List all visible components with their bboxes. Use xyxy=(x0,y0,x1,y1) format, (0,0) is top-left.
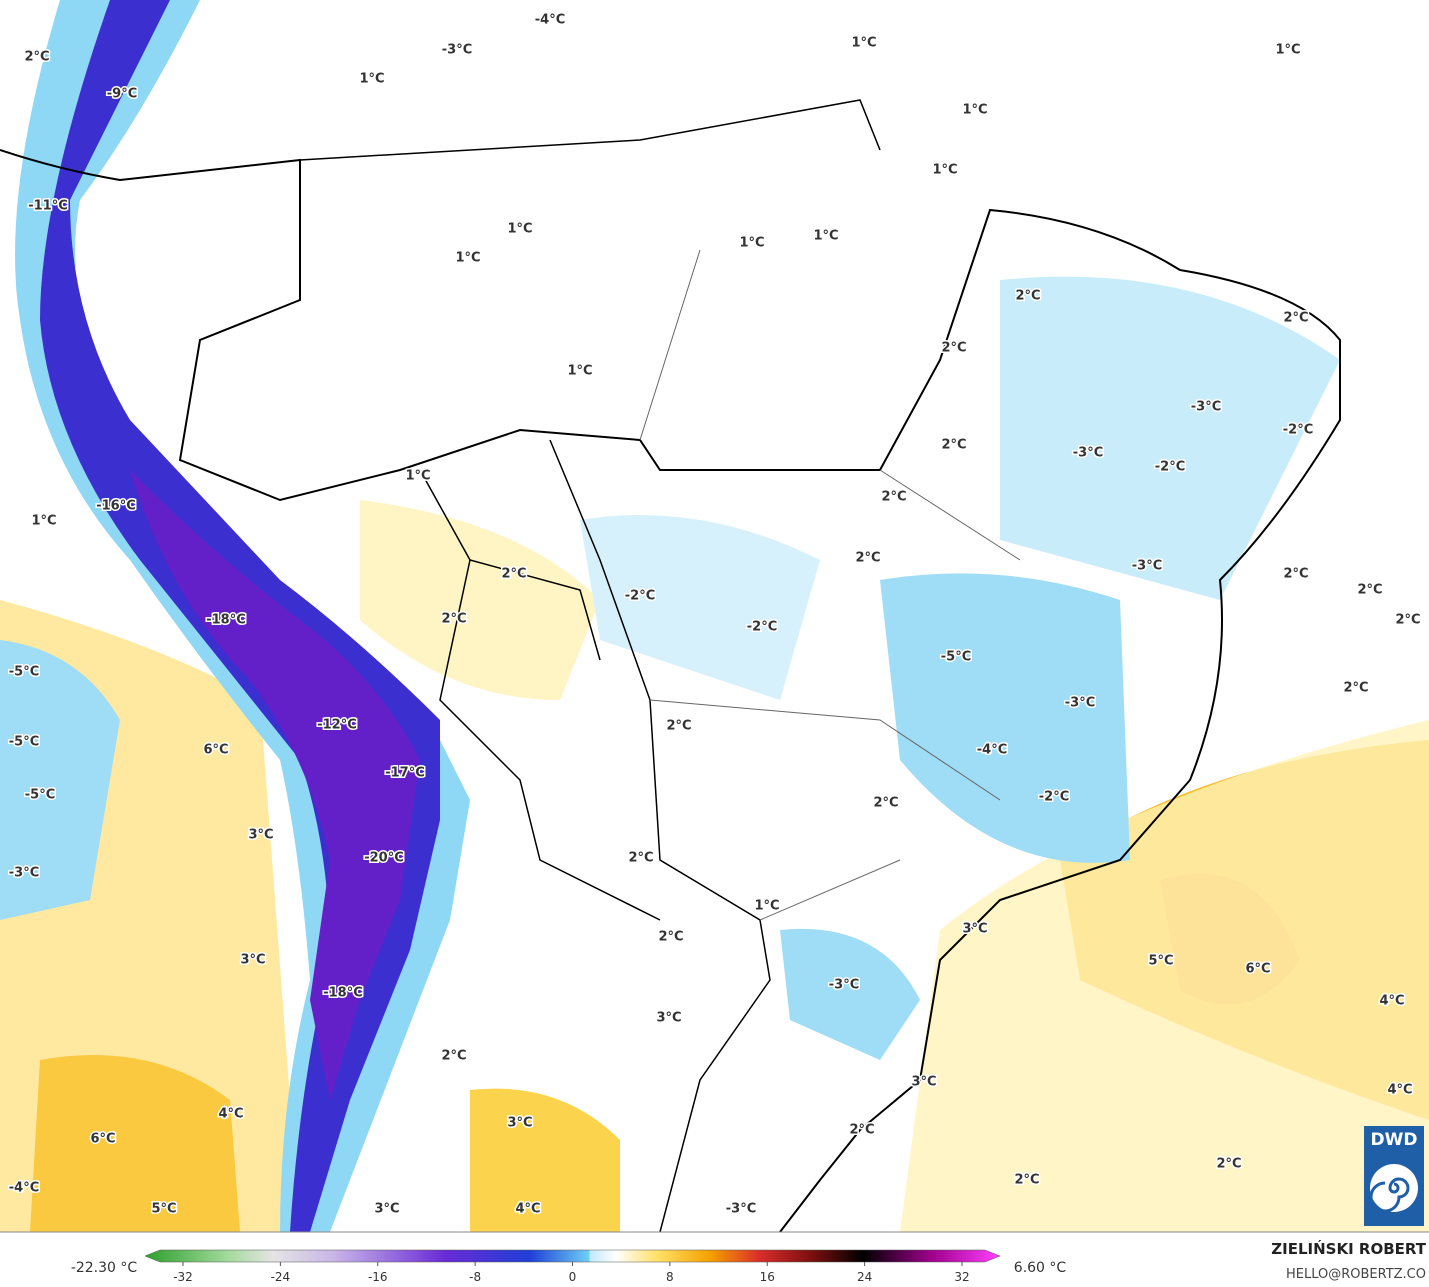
temp-label: -2°C xyxy=(1283,423,1313,438)
temp-label: 2°C xyxy=(1343,681,1368,696)
author: ZIELIŃSKI ROBERT xyxy=(1271,1239,1426,1258)
temp-label: 2°C xyxy=(1283,311,1308,326)
temp-label: 2°C xyxy=(666,719,691,734)
temp-label: -3°C xyxy=(442,43,472,58)
temp-label: -3°C xyxy=(829,978,859,993)
colorbar-tick-label: 24 xyxy=(857,1270,872,1284)
colorbar-tick-label: 16 xyxy=(760,1270,775,1284)
colorbar-tick-label: -32 xyxy=(173,1270,193,1284)
temp-label: 6°C xyxy=(1245,962,1270,977)
temp-label: 2°C xyxy=(1395,613,1420,628)
temp-label: -18°C xyxy=(206,613,246,628)
temp-label: 2°C xyxy=(1015,289,1040,304)
temp-label: -20°C xyxy=(364,851,404,866)
logo-text: DWD xyxy=(1371,1130,1418,1150)
temp-label: 1°C xyxy=(1275,43,1300,58)
email: HELLO@ROBERTZ.CO xyxy=(1286,1267,1426,1282)
temp-label: 1°C xyxy=(754,899,779,914)
temp-label: 2°C xyxy=(1014,1173,1039,1188)
colorbar-tick-label: 0 xyxy=(569,1270,577,1284)
temp-label: -4°C xyxy=(535,13,565,28)
temp-label: 1°C xyxy=(739,236,764,251)
temp-label: 3°C xyxy=(962,922,987,937)
temp-label: 2°C xyxy=(1283,567,1308,582)
temp-label: -12°C xyxy=(317,718,357,733)
temp-label: 2°C xyxy=(873,796,898,811)
temp-label: 6°C xyxy=(90,1132,115,1147)
temp-label: -5°C xyxy=(9,735,39,750)
temp-label: 5°C xyxy=(151,1202,176,1217)
map-labels: 2°C -9°C 1°C -4°C -3°C 1°C 1°C 1°C 1°C -11°C 1°C 1°… xyxy=(7,11,1422,1218)
temp-label: 2°C xyxy=(501,567,526,582)
temp-label: 2°C xyxy=(941,341,966,356)
temp-label: -4°C xyxy=(9,1181,39,1196)
temp-label: -16°C xyxy=(96,499,136,514)
temp-label: 4°C xyxy=(218,1107,243,1122)
temp-label: -5°C xyxy=(941,650,971,665)
temp-label: 1°C xyxy=(359,72,384,87)
temp-label: -18°C xyxy=(323,986,363,1001)
temp-label: -3°C xyxy=(1065,696,1095,711)
temp-label: 2°C xyxy=(855,551,880,566)
temp-label: -2°C xyxy=(1039,790,1069,805)
temp-label: 3°C xyxy=(374,1202,399,1217)
colorbar-tick-label: -24 xyxy=(271,1270,291,1284)
temp-label: 2°C xyxy=(658,930,683,945)
temp-label: -3°C xyxy=(1132,559,1162,574)
temp-label: 2°C xyxy=(1357,583,1382,598)
temp-label: 1°C xyxy=(507,222,532,237)
temp-label: 1°C xyxy=(813,229,838,244)
temp-label: 3°C xyxy=(248,828,273,843)
temp-label: 1°C xyxy=(31,514,56,529)
temp-label: 1°C xyxy=(405,469,430,484)
temp-label: 4°C xyxy=(515,1202,540,1217)
temp-label: 4°C xyxy=(1387,1083,1412,1098)
temp-label: 3°C xyxy=(911,1075,936,1090)
temp-label: 2°C xyxy=(849,1123,874,1138)
temp-label: 1°C xyxy=(851,36,876,51)
temp-label: 1°C xyxy=(455,251,480,266)
temp-label: 3°C xyxy=(240,953,265,968)
temp-label: 2°C xyxy=(441,1049,466,1064)
map xyxy=(0,0,1429,1233)
colorbar xyxy=(144,1249,1001,1263)
temp-label: 2°C xyxy=(628,851,653,866)
temp-label: 5°C xyxy=(1148,954,1173,969)
temp-label: -3°C xyxy=(9,866,39,881)
temp-label: 1°C xyxy=(962,103,987,118)
temp-label: -5°C xyxy=(25,788,55,803)
temp-label: 2°C xyxy=(881,490,906,505)
temp-label: -9°C xyxy=(107,87,137,102)
temp-label: 1°C xyxy=(567,364,592,379)
colorbar-ticks: -32 -24 -16 -8 0 8 16 24 32 xyxy=(173,1262,970,1284)
colorbar-tick-label: 32 xyxy=(954,1270,969,1284)
temp-label: -2°C xyxy=(1155,460,1185,475)
colorbar-tick-label: -16 xyxy=(368,1270,388,1284)
temp-label: 3°C xyxy=(507,1116,532,1131)
colorbar-tick-label: 8 xyxy=(666,1270,674,1284)
footer: -22.30 °C 6.60 °C -32 -24 -16 -8 0 8 16 24 32 ZI… xyxy=(0,1231,1429,1287)
temp-label: -11°C xyxy=(28,199,68,214)
temp-label: -17°C xyxy=(385,766,425,781)
temp-label: -4°C xyxy=(977,743,1007,758)
temp-label: 6°C xyxy=(203,743,228,758)
temp-label: -3°C xyxy=(726,1202,756,1217)
temp-label: 1°C xyxy=(932,163,957,178)
temp-label: -3°C xyxy=(1073,446,1103,461)
colorbar-min: -22.30 °C xyxy=(71,1260,138,1276)
temp-label: 2°C xyxy=(1216,1157,1241,1172)
temp-label: -2°C xyxy=(625,589,655,604)
temp-label: -2°C xyxy=(747,620,777,635)
temp-label: -3°C xyxy=(1191,400,1221,415)
colorbar-max: 6.60 °C xyxy=(1014,1260,1067,1276)
temp-label: 2°C xyxy=(24,50,49,65)
temp-label: 3°C xyxy=(656,1011,681,1026)
dwd-logo: DWD xyxy=(1364,1126,1424,1226)
temp-label: 2°C xyxy=(941,438,966,453)
temp-label: -5°C xyxy=(9,665,39,680)
temp-label: 4°C xyxy=(1379,994,1404,1009)
temp-label: 2°C xyxy=(441,612,466,627)
colorbar-tick-label: -8 xyxy=(469,1270,481,1284)
